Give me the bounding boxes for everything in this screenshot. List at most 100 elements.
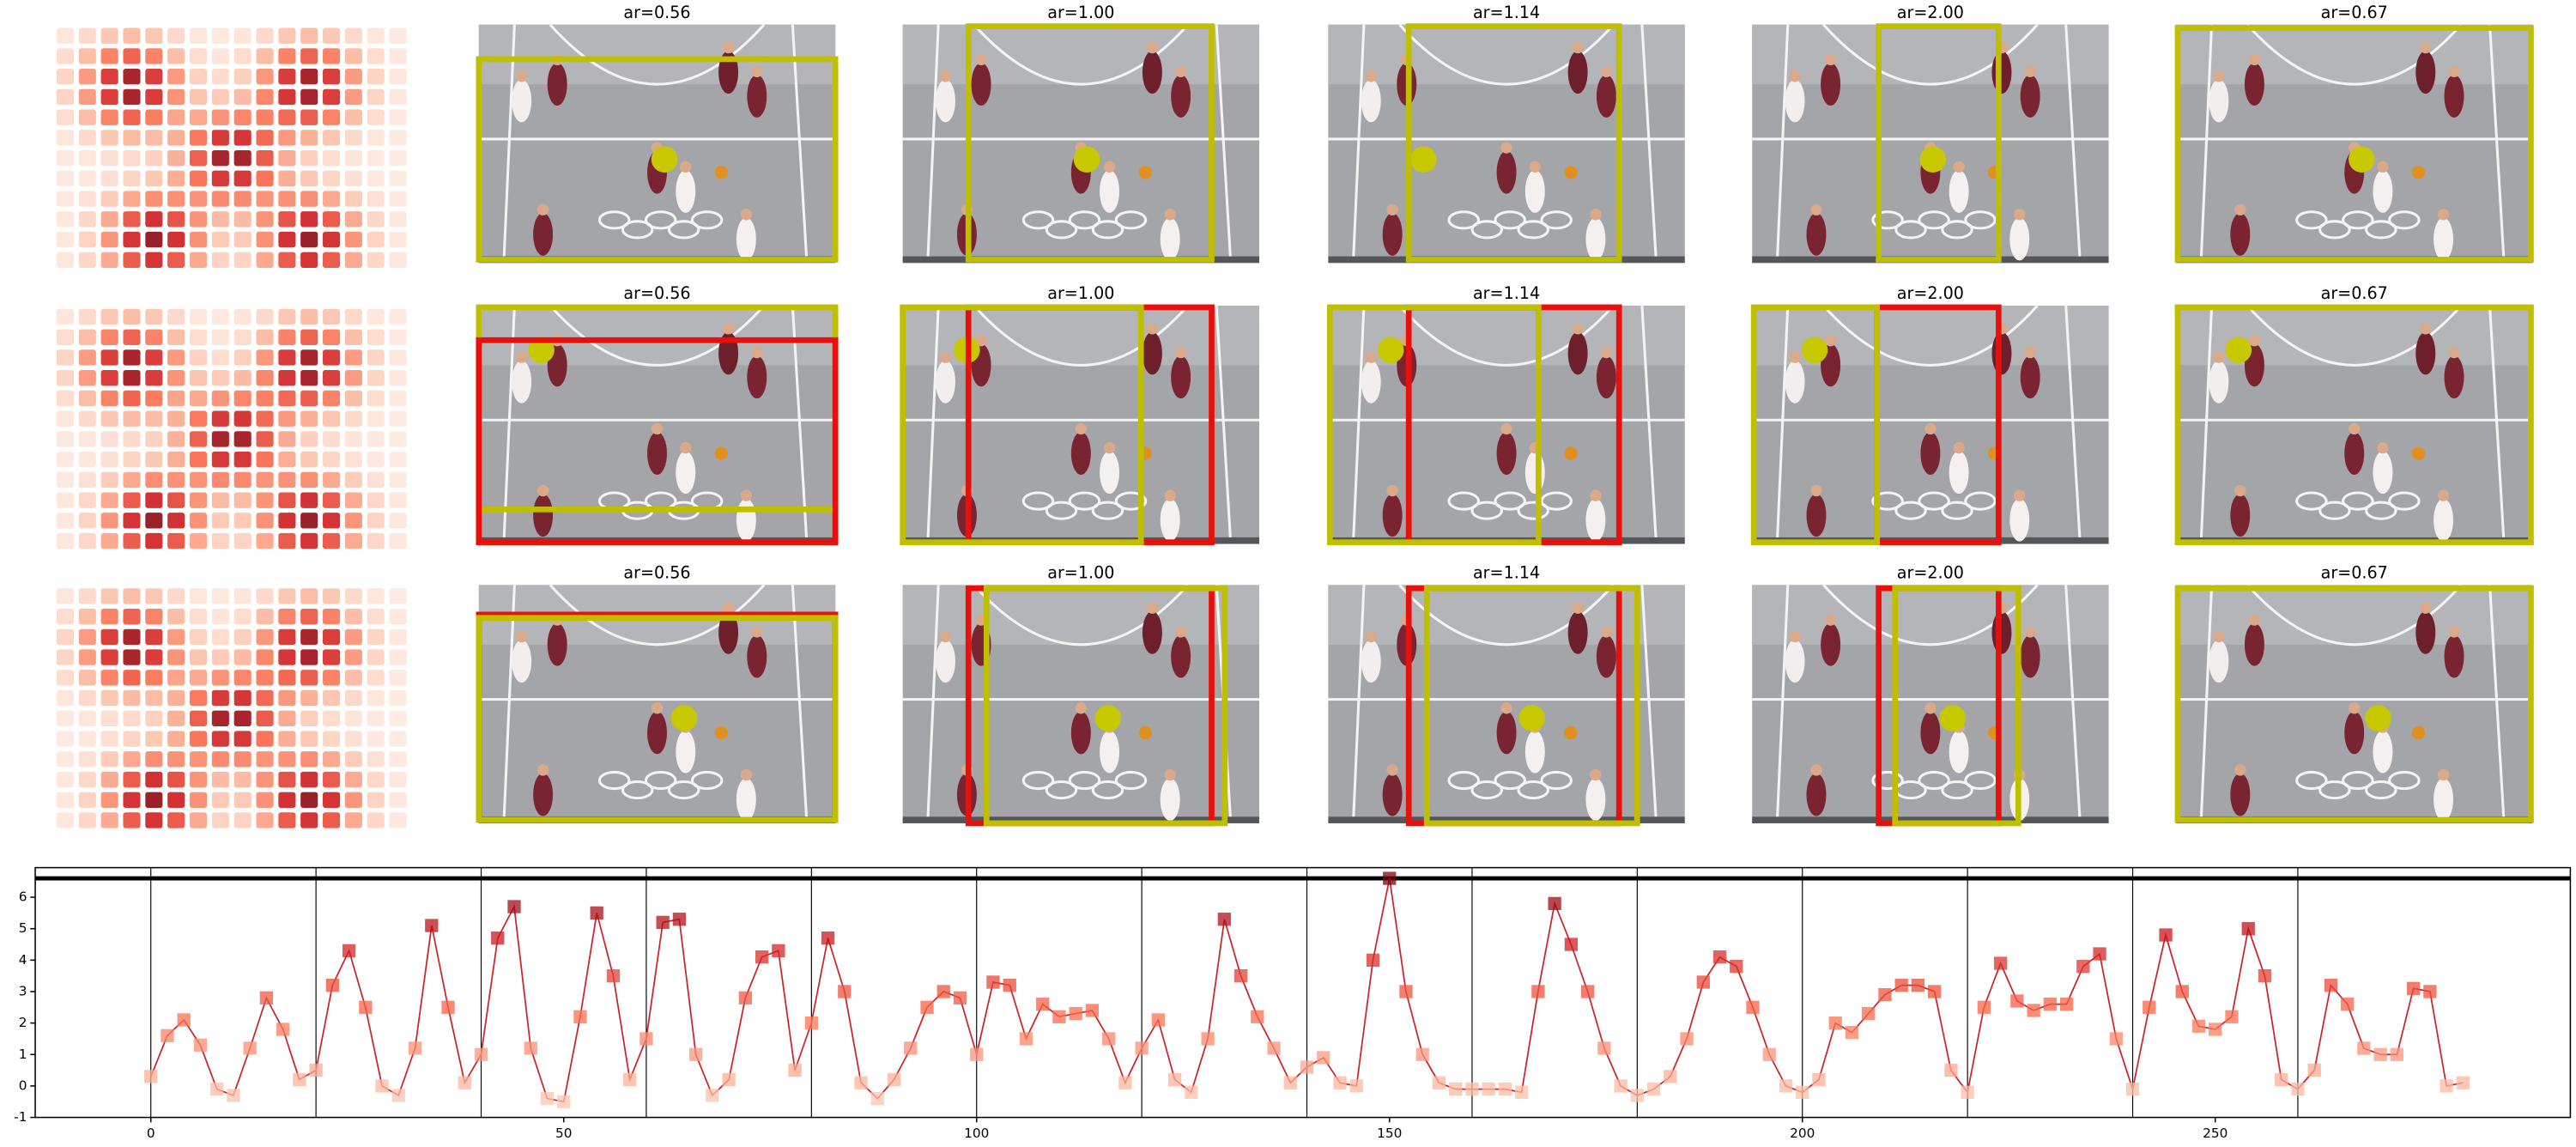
court-ring — [1941, 501, 1973, 520]
heatmap-cell — [100, 628, 118, 646]
player — [1567, 611, 1588, 654]
heatmap-cell — [123, 252, 141, 268]
heatmap-cell — [167, 628, 185, 646]
heatmap-cell — [233, 27, 252, 44]
heatmap-cell — [367, 471, 385, 489]
heatmap-cell — [256, 588, 274, 604]
heatmap-cell — [233, 252, 252, 268]
heatmap-cell — [145, 390, 163, 407]
court-ring — [1114, 210, 1148, 230]
heatmap-cell — [211, 812, 229, 828]
heatmap-cell — [100, 109, 118, 125]
heatmap-cell — [211, 410, 229, 427]
player — [747, 355, 767, 399]
heatmap-cell — [256, 532, 274, 549]
court-line — [502, 585, 516, 824]
court-ring — [1517, 220, 1549, 240]
player-head — [651, 422, 664, 435]
court-line — [1215, 305, 1233, 544]
heatmap-cell — [145, 191, 163, 207]
marker — [1383, 871, 1397, 885]
heatmap-cell — [56, 149, 75, 167]
heatmap-cell — [389, 689, 407, 707]
heatmap-cell — [367, 689, 385, 707]
marker — [458, 1076, 471, 1089]
marker — [342, 944, 356, 958]
focus-point — [2225, 337, 2252, 364]
heatmap-cell — [300, 451, 318, 468]
court-line — [1398, 23, 1615, 86]
heatmap-cell — [78, 771, 96, 788]
y-tick-label: 1 — [19, 1047, 27, 1062]
player — [1160, 217, 1180, 261]
player — [2009, 217, 2030, 261]
heatmap-cell — [256, 689, 274, 707]
heatmap-cell — [78, 130, 96, 146]
player — [2434, 498, 2454, 542]
court-ring — [2388, 770, 2421, 791]
heatmap-cell — [389, 88, 407, 106]
heatmap-cell — [389, 130, 407, 146]
marker — [1993, 956, 2008, 970]
marker — [540, 1091, 555, 1106]
heatmap-cell — [167, 710, 185, 727]
player — [1524, 451, 1545, 495]
heatmap-cell — [167, 731, 185, 747]
panel-title: ar=0.67 — [2321, 563, 2388, 583]
ball — [1564, 446, 1578, 460]
marker — [1019, 1032, 1033, 1046]
plot-frame — [34, 866, 2572, 1119]
player-head — [1824, 53, 1837, 66]
marker — [2159, 928, 2173, 942]
heatmap-cell — [78, 628, 96, 646]
heatmap-cell — [344, 370, 362, 386]
heatmap-cell — [323, 628, 341, 646]
heatmap-cell — [100, 149, 118, 167]
heatmap-cell — [189, 130, 208, 146]
marker — [391, 1089, 405, 1102]
heatmap-cell — [189, 431, 208, 447]
heatmap-cell — [100, 588, 118, 604]
player-head — [722, 41, 735, 54]
marker — [2456, 1076, 2470, 1089]
court-line — [1822, 23, 2039, 86]
heatmap-cell — [123, 670, 141, 686]
player — [736, 217, 756, 261]
marker — [1185, 1085, 1198, 1099]
court-ring — [1894, 220, 1927, 240]
player-head — [2437, 489, 2450, 501]
heatmap-cell — [367, 792, 385, 808]
heatmap-cell — [56, 370, 75, 386]
heatmap-cell — [300, 191, 318, 207]
panel-title: ar=0.56 — [623, 283, 690, 303]
heatmap-cell — [344, 88, 362, 106]
court-shade — [478, 24, 836, 85]
marker — [1349, 1079, 1363, 1093]
marker — [1069, 1006, 1082, 1021]
ball — [714, 166, 728, 179]
court-line — [502, 24, 516, 264]
heatmap-cell — [344, 451, 362, 468]
focus-point — [2349, 146, 2375, 173]
court-ring — [1045, 501, 1078, 520]
heatmap-cell — [189, 390, 208, 407]
player — [676, 451, 696, 495]
heatmap-cell — [233, 731, 252, 747]
marker — [1217, 913, 1231, 926]
heatmap-cell — [145, 48, 163, 64]
panel-title: ar=0.56 — [623, 563, 690, 583]
court-ring — [644, 210, 677, 230]
court-ring — [1470, 780, 1503, 800]
court-ring — [1447, 210, 1480, 230]
panel-title: ar=1.14 — [1473, 563, 1540, 583]
heatmap-cell — [389, 410, 407, 427]
court-ring — [1871, 491, 1904, 511]
player — [547, 63, 567, 106]
marker — [2307, 1063, 2321, 1077]
panel-title: ar=1.14 — [1473, 3, 1540, 22]
heatmap-cell — [278, 451, 296, 468]
court-ring — [1021, 491, 1055, 511]
heatmap-cell — [167, 308, 185, 325]
player — [2373, 730, 2393, 774]
player-head — [1590, 489, 1602, 501]
